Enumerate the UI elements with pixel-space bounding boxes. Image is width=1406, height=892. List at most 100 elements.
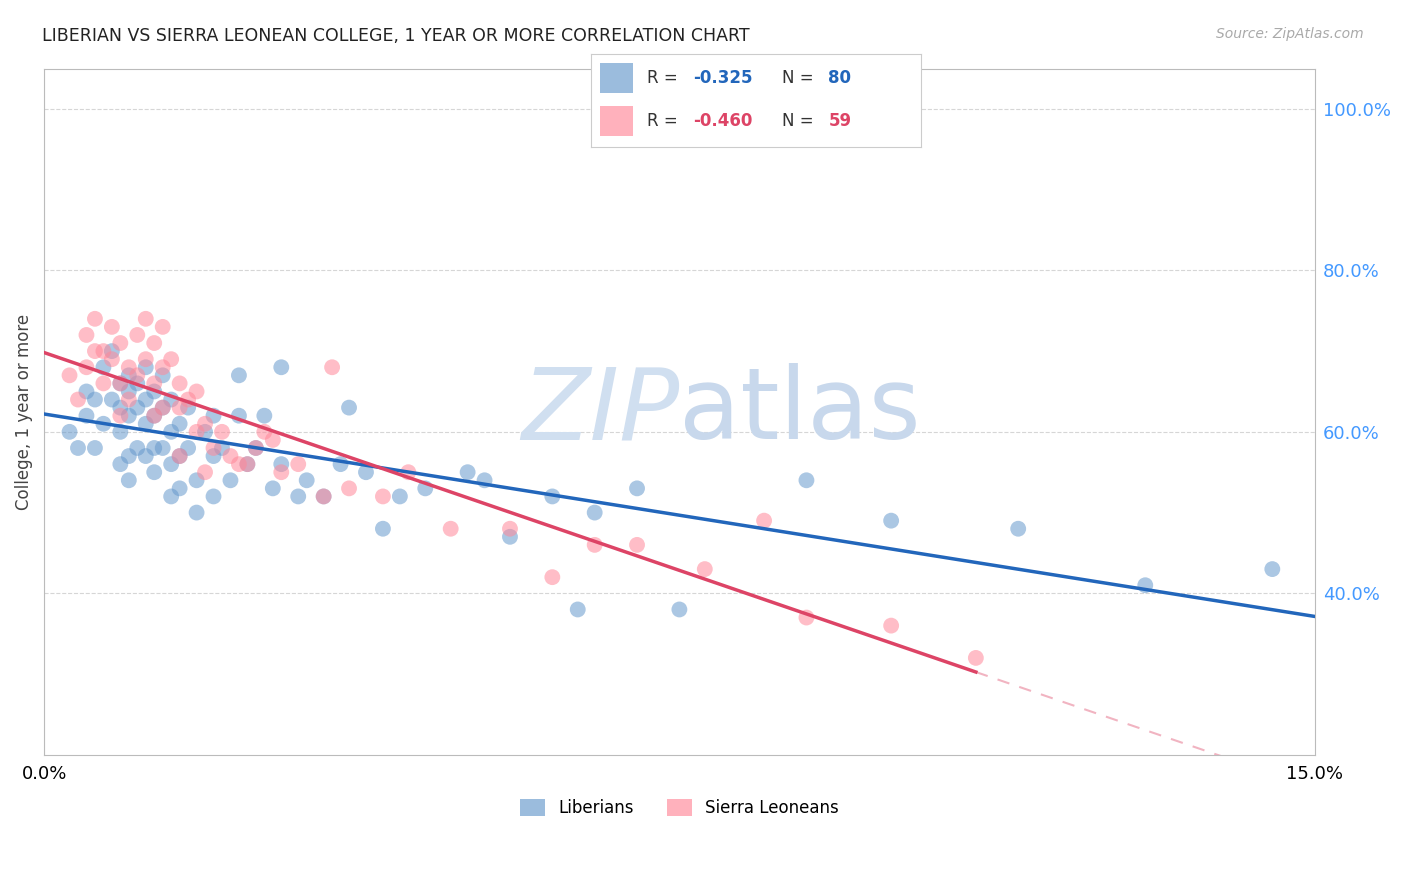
Point — [169, 449, 191, 463]
Point — [110, 401, 132, 415]
Point — [413, 481, 436, 495]
Point — [177, 401, 200, 415]
Point — [253, 425, 276, 439]
Point — [1135, 578, 1157, 592]
Point — [58, 368, 80, 383]
Point — [75, 384, 97, 399]
Point — [110, 457, 132, 471]
Point — [66, 441, 89, 455]
Point — [245, 441, 267, 455]
Point — [626, 538, 648, 552]
Point — [186, 473, 208, 487]
Point — [371, 490, 394, 504]
Point — [127, 368, 149, 383]
Point — [202, 490, 225, 504]
Point — [84, 392, 107, 407]
Point — [194, 417, 217, 431]
Point — [143, 376, 166, 391]
Point — [499, 522, 522, 536]
Point — [245, 441, 267, 455]
Point — [135, 311, 157, 326]
Point — [127, 401, 149, 415]
Point — [796, 610, 818, 624]
Text: Source: ZipAtlas.com: Source: ZipAtlas.com — [1216, 27, 1364, 41]
Point — [127, 328, 149, 343]
Text: 59: 59 — [828, 112, 852, 130]
Point — [186, 506, 208, 520]
Point — [583, 506, 606, 520]
Point — [253, 409, 276, 423]
Point — [337, 401, 360, 415]
Text: LIBERIAN VS SIERRA LEONEAN COLLEGE, 1 YEAR OR MORE CORRELATION CHART: LIBERIAN VS SIERRA LEONEAN COLLEGE, 1 YE… — [42, 27, 749, 45]
Point — [66, 392, 89, 407]
Point — [354, 465, 377, 479]
Point — [84, 311, 107, 326]
Point — [186, 425, 208, 439]
Point — [796, 473, 818, 487]
Point — [110, 376, 132, 391]
Point — [118, 360, 141, 375]
Point — [110, 376, 132, 391]
Point — [84, 441, 107, 455]
Bar — [600, 106, 634, 136]
Point — [93, 376, 115, 391]
Point — [177, 441, 200, 455]
Point — [211, 441, 233, 455]
Point — [262, 433, 284, 447]
Point — [93, 360, 115, 375]
Point — [143, 441, 166, 455]
Point — [101, 392, 124, 407]
Point — [583, 538, 606, 552]
Point — [329, 457, 352, 471]
Point — [143, 384, 166, 399]
Point — [135, 449, 157, 463]
Point — [693, 562, 716, 576]
Point — [219, 473, 242, 487]
Point — [236, 457, 259, 471]
Point — [567, 602, 589, 616]
Point — [110, 409, 132, 423]
Point — [152, 319, 174, 334]
Point — [880, 618, 903, 632]
Point — [752, 514, 775, 528]
Point — [118, 384, 141, 399]
Point — [118, 392, 141, 407]
Point — [312, 490, 335, 504]
Point — [101, 352, 124, 367]
Point — [202, 441, 225, 455]
Point — [152, 360, 174, 375]
Text: R =: R = — [647, 69, 683, 87]
Point — [287, 490, 309, 504]
Point — [668, 602, 690, 616]
Point — [118, 449, 141, 463]
Point — [337, 481, 360, 495]
Point — [101, 344, 124, 359]
Point — [93, 344, 115, 359]
Point — [110, 425, 132, 439]
Point — [160, 490, 183, 504]
Point — [457, 465, 479, 479]
Text: ZIP: ZIP — [522, 363, 679, 460]
Point — [169, 449, 191, 463]
Point — [270, 360, 292, 375]
Point — [75, 328, 97, 343]
Point — [93, 417, 115, 431]
Point — [160, 425, 183, 439]
Point — [169, 401, 191, 415]
Legend: Liberians, Sierra Leoneans: Liberians, Sierra Leoneans — [513, 792, 845, 823]
Text: atlas: atlas — [679, 363, 921, 460]
Point — [228, 409, 250, 423]
Point — [202, 409, 225, 423]
Point — [118, 409, 141, 423]
Point — [160, 457, 183, 471]
Point — [270, 465, 292, 479]
Point — [160, 392, 183, 407]
Point — [236, 457, 259, 471]
Point — [388, 490, 411, 504]
Text: -0.325: -0.325 — [693, 69, 752, 87]
Point — [177, 392, 200, 407]
Point — [118, 473, 141, 487]
Point — [127, 376, 149, 391]
Point — [295, 473, 318, 487]
Point — [152, 441, 174, 455]
